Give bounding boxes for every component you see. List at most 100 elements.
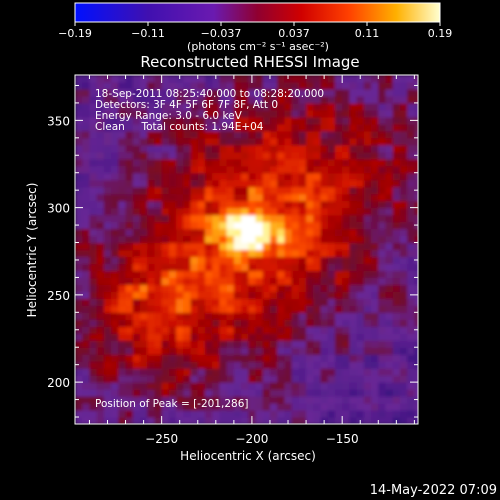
heatmap-cell	[125, 172, 134, 181]
heatmap-cell	[161, 95, 170, 104]
heatmap-cell	[233, 410, 242, 418]
heatmap-cell	[176, 277, 184, 285]
heatmap-cell	[233, 263, 242, 272]
heatmap-cell	[161, 88, 170, 97]
heatmap-cell	[168, 81, 177, 90]
heatmap-cell	[241, 137, 249, 146]
heatmap-cell	[233, 396, 242, 404]
heatmap-cell	[378, 165, 387, 174]
heatmap-cell	[183, 382, 192, 390]
heatmap-cell	[219, 228, 228, 237]
heatmap-cell	[176, 123, 184, 132]
heatmap-cell	[190, 193, 199, 202]
heatmap-cell	[407, 151, 415, 160]
colorbar-tick-label: −0.19	[58, 27, 92, 40]
heatmap-cell	[298, 305, 307, 313]
heatmap-cell	[96, 333, 105, 341]
heatmap-cell	[291, 319, 300, 327]
heatmap-cell	[378, 102, 387, 111]
heatmap-cell	[176, 130, 184, 139]
heatmap-cell	[392, 165, 401, 174]
heatmap-cell	[291, 284, 300, 292]
heatmap-cell	[75, 389, 83, 397]
heatmap-cell	[248, 361, 257, 369]
heatmap-cell	[154, 151, 163, 160]
heatmap-cell	[132, 214, 141, 223]
heatmap-cell	[161, 277, 170, 285]
heatmap-cell	[154, 242, 163, 251]
heatmap-cell	[233, 144, 242, 153]
heatmap-cell	[111, 200, 119, 209]
heatmap-cell	[378, 81, 387, 90]
heatmap-cell	[284, 95, 293, 104]
heatmap-cell	[154, 228, 163, 237]
heatmap-cell	[284, 277, 293, 285]
heatmap-cell	[269, 242, 278, 251]
heatmap-cell	[154, 270, 163, 279]
heatmap-cell	[392, 340, 401, 348]
heatmap-cell	[349, 214, 358, 223]
heatmap-cell	[313, 347, 322, 355]
heatmap-cell	[82, 193, 91, 202]
heatmap-cell	[118, 214, 127, 223]
heatmap-cell	[269, 116, 278, 125]
heatmap-cell	[399, 235, 408, 244]
heatmap-cell	[161, 151, 170, 160]
heatmap-cell	[241, 305, 249, 313]
heatmap-cell	[414, 354, 418, 362]
heatmap-cell	[233, 417, 242, 424]
heatmap-cell	[284, 130, 293, 139]
heatmap-cell	[132, 207, 141, 216]
heatmap-cell	[183, 312, 192, 320]
heatmap-cell	[204, 368, 213, 376]
heatmap-cell	[255, 200, 264, 209]
heatmap-cell	[392, 228, 401, 237]
heatmap-cell	[103, 277, 112, 285]
heatmap-cell	[176, 291, 184, 299]
heatmap-cell	[183, 81, 192, 90]
heatmap-cell	[226, 221, 235, 230]
heatmap-cell	[392, 249, 401, 258]
heatmap-cell	[147, 75, 156, 83]
heatmap-cell	[284, 361, 293, 369]
heatmap-cell	[306, 354, 314, 362]
heatmap-cell	[204, 298, 213, 306]
heatmap-cell	[147, 151, 156, 160]
heatmap-cell	[204, 347, 213, 355]
heatmap-cell	[269, 200, 278, 209]
heatmap-cell	[183, 207, 192, 216]
heatmap-cell	[219, 186, 228, 195]
heatmap-cell	[334, 102, 343, 111]
heatmap-cell	[75, 75, 83, 83]
heatmap-cell	[75, 207, 83, 216]
heatmap-cell	[262, 242, 271, 251]
heatmap-cell	[176, 361, 184, 369]
heatmap-cell	[226, 375, 235, 383]
heatmap-cell	[327, 200, 336, 209]
heatmap-cell	[176, 403, 184, 411]
heatmap-cell	[125, 242, 134, 251]
heatmap-cell	[378, 130, 387, 139]
heatmap-cell	[154, 361, 163, 369]
heatmap-cell	[327, 361, 336, 369]
heatmap-cell	[378, 116, 387, 125]
heatmap-cell	[298, 235, 307, 244]
heatmap-cell	[363, 305, 372, 313]
heatmap-cell	[176, 172, 184, 181]
heatmap-cell	[248, 200, 257, 209]
heatmap-cell	[320, 319, 329, 327]
heatmap-cell	[371, 319, 379, 327]
heatmap-cell	[262, 305, 271, 313]
heatmap-cell	[327, 368, 336, 376]
heatmap-cell	[349, 368, 358, 376]
heatmap-cell	[219, 396, 228, 404]
heatmap-cell	[342, 165, 350, 174]
heatmap-cell	[255, 179, 264, 188]
heatmap-cell	[197, 75, 206, 83]
heatmap-cell	[139, 172, 148, 181]
heatmap-cell	[356, 235, 365, 244]
heatmap-cell	[334, 319, 343, 327]
heatmap-cell	[82, 123, 91, 132]
heatmap-cell	[161, 256, 170, 265]
heatmap-cell	[392, 403, 401, 411]
